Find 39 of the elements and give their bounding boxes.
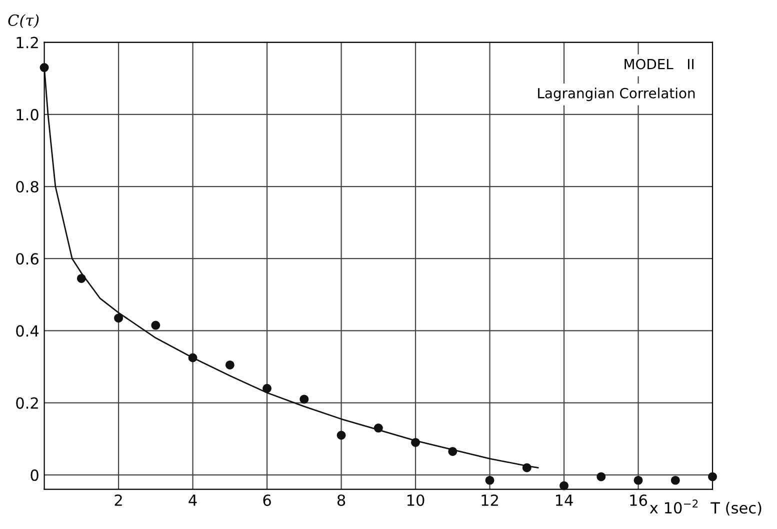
- point: [188, 353, 198, 362]
- annotation: Lagrangian Correlation: [538, 88, 695, 102]
- point: [522, 463, 532, 472]
- x-tick-label: 2: [114, 494, 122, 506]
- x-tick-label: 16: [630, 494, 648, 506]
- y-tick-label: 1.2: [16, 36, 38, 48]
- point: [411, 438, 420, 447]
- y-tick-label: 0.4: [16, 325, 39, 337]
- y-tick-label: 0.8: [16, 180, 38, 193]
- point: [76, 274, 86, 283]
- x-tick-label: 8: [337, 494, 346, 506]
- y-axis-title: C(τ): [8, 14, 39, 28]
- y-tick-label: 1.0: [16, 108, 38, 120]
- x-tick-label: 12: [482, 494, 498, 506]
- text: x 10$^{−2}$: [650, 500, 698, 514]
- point: [151, 320, 160, 330]
- point: [336, 430, 346, 440]
- x-tick-label: 4: [188, 494, 197, 506]
- x-tick-label: 10: [407, 494, 424, 506]
- x-axis-title: T (sec): [710, 502, 762, 516]
- point: [596, 472, 606, 482]
- x-tick-label: 14: [556, 494, 573, 506]
- point: [300, 394, 309, 404]
- y-tick-label: 0: [30, 469, 38, 481]
- x-tick-label: 6: [263, 494, 271, 506]
- y-tick-label: 0.6: [16, 253, 38, 265]
- point: [485, 476, 494, 485]
- point: [374, 424, 383, 433]
- point: [114, 314, 124, 323]
- y-tick-label: 0.2: [16, 397, 38, 409]
- annotation: MODEL II: [624, 58, 694, 70]
- point: [708, 472, 718, 482]
- point: [40, 63, 49, 72]
- point: [448, 446, 458, 456]
- point: [225, 360, 234, 370]
- point: [262, 384, 272, 393]
- point: [634, 476, 643, 485]
- point: [560, 481, 569, 490]
- point: [670, 476, 680, 485]
